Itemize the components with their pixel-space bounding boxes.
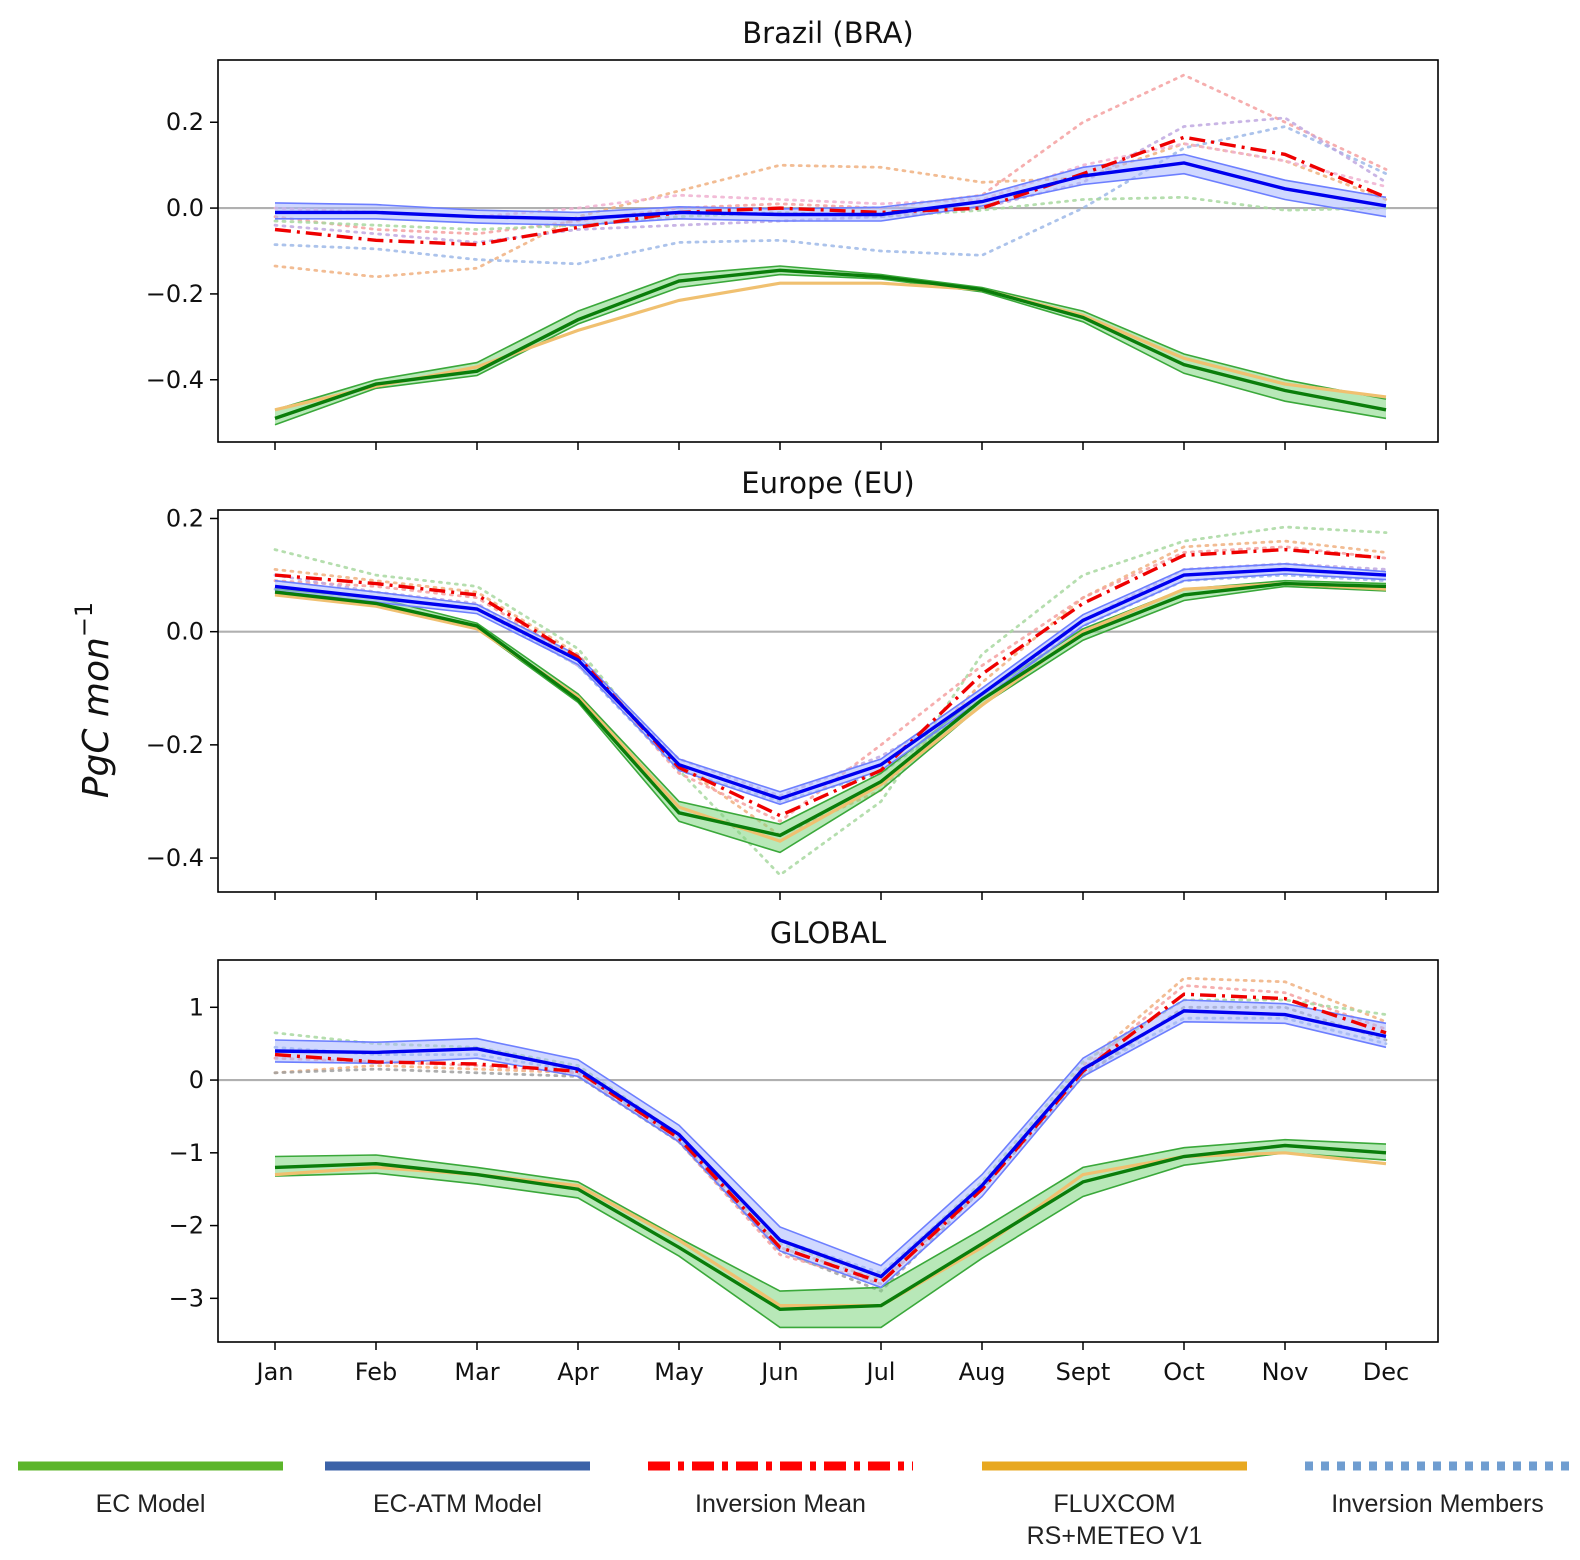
ec-atm-model-band-high — [274, 999, 1387, 1267]
plot-area — [218, 73, 1438, 426]
inversion-member-line — [273, 195, 1388, 231]
ec-model-mean-line — [274, 268, 1387, 421]
legend-item-fluxcom: FLUXCOM RS+METEO V1 — [982, 1461, 1247, 1550]
legend: EC Model EC-ATM Model Inversion Mean FLUXCO… — [18, 1461, 1570, 1550]
ec-atm-model-band-high — [274, 562, 1387, 793]
x-tick-label: Mar — [454, 1358, 499, 1386]
y-tick-label: 0.0 — [166, 618, 204, 646]
panel-frame — [217, 959, 1439, 1343]
y-tick-label: −2 — [169, 1212, 204, 1240]
ec-atm-model-band-high — [274, 153, 1387, 214]
panel-frame — [217, 509, 1439, 893]
panel-3: GLOBAL 1 0 −1 −2 −3 Jan Feb Mar Apr May Jun Jul Aug Se… — [169, 916, 1439, 1386]
ec-model-mean-line — [274, 1143, 1387, 1312]
legend-label: Inversion Members — [1331, 1490, 1544, 1518]
y-tick-label: −0.4 — [146, 366, 204, 394]
inversion-member-line — [273, 562, 1388, 798]
x-tick-label: Jul — [865, 1358, 896, 1386]
legend-item-invmean: Inversion Mean — [648, 1461, 913, 1518]
legend-label: EC Model — [96, 1490, 206, 1518]
ec-model-band-high — [274, 265, 1387, 411]
panel-title: GLOBAL — [770, 916, 886, 950]
y-tick-label: −0.2 — [146, 280, 204, 308]
panel-frame — [217, 59, 1439, 443]
plot-area — [218, 976, 1438, 1329]
inversion-mean-line — [274, 992, 1387, 1285]
y-tick-label: −0.2 — [146, 731, 204, 759]
legend-label: EC-ATM Model — [373, 1490, 542, 1518]
ec-model-mean-line — [274, 581, 1387, 838]
y-axis-label-base: PgC mon — [76, 637, 117, 798]
ec-atm-model-mean-line — [274, 1009, 1387, 1279]
ec-model-band-low — [274, 273, 1387, 426]
inversion-member-line — [273, 525, 1388, 877]
inversion-member-line — [273, 125, 1388, 266]
y-tick-label: 0.0 — [166, 194, 204, 222]
chart-panels: Brazil (BRA) 0.2 0.0 −0.2 −0.4 Europe (EU) 0.2… — [146, 16, 1439, 1386]
panel-title: Brazil (BRA) — [742, 16, 913, 50]
x-tick-label: Feb — [355, 1358, 398, 1386]
y-tick-label: −3 — [169, 1284, 204, 1312]
y-tick-label: 1 — [189, 993, 204, 1021]
inversion-member-line — [273, 976, 1388, 1282]
fluxcom-line — [274, 281, 1387, 412]
x-tick-label: Jan — [255, 1358, 294, 1386]
legend-label: RS+METEO V1 — [1027, 1522, 1203, 1550]
legend-item-ec: EC Model — [18, 1461, 283, 1518]
ec-atm-model-band-low — [274, 1020, 1387, 1289]
legend-label: Inversion Mean — [695, 1490, 866, 1518]
inversion-mean-line — [274, 547, 1387, 818]
legend-item-ecatm: EC-ATM Model — [325, 1461, 590, 1518]
legend-label: FLUXCOM — [1053, 1490, 1175, 1518]
inversion-member-line — [273, 116, 1388, 244]
ec-atm-model-band-low — [275, 172, 1387, 227]
y-tick-label: 0 — [189, 1066, 204, 1094]
ec-atm-model-band-low — [274, 573, 1387, 806]
ec-model-band — [275, 1139, 1386, 1328]
legend-item-invmem: Inversion Members — [1305, 1461, 1570, 1518]
x-tick-label: May — [654, 1358, 704, 1386]
x-tick-label: Sept — [1056, 1358, 1111, 1386]
x-tick-label: Dec — [1363, 1358, 1409, 1386]
panel-1: Brazil (BRA) 0.2 0.0 −0.2 −0.4 — [146, 16, 1439, 450]
inversion-member-line — [273, 984, 1388, 1286]
y-axis-label-superscript: −1 — [70, 602, 98, 637]
ec-atm-model-band — [275, 1000, 1386, 1288]
plot-area — [218, 525, 1438, 877]
fluxcom-line — [274, 581, 1387, 843]
x-tick-label: Aug — [959, 1358, 1006, 1386]
inversion-mean-line — [274, 135, 1387, 247]
ec-model-band-low — [274, 1151, 1387, 1329]
y-tick-label: 0.2 — [166, 108, 204, 136]
inversion-member-line — [273, 539, 1388, 838]
x-tick-label: Oct — [1163, 1358, 1205, 1386]
panel-title: Europe (EU) — [741, 466, 914, 500]
x-tick-label: Apr — [557, 1358, 599, 1386]
inversion-member-line — [273, 73, 1388, 236]
panel-2: Europe (EU) 0.2 0.0 −0.2 −0.4 — [146, 466, 1439, 900]
ec-model-band-high — [274, 1138, 1387, 1292]
ec-atm-model-mean-line — [275, 161, 1387, 221]
ec-model-band — [275, 266, 1386, 425]
x-tick-label: Nov — [1262, 1358, 1309, 1386]
y-tick-label: 0.2 — [166, 504, 204, 532]
y-axis-label: PgC mon−1 — [70, 602, 117, 798]
y-tick-label: −0.4 — [146, 844, 204, 872]
ec-atm-model-mean-line — [274, 567, 1387, 801]
x-tick-label: Jun — [759, 1358, 799, 1386]
y-tick-label: −1 — [169, 1139, 204, 1167]
